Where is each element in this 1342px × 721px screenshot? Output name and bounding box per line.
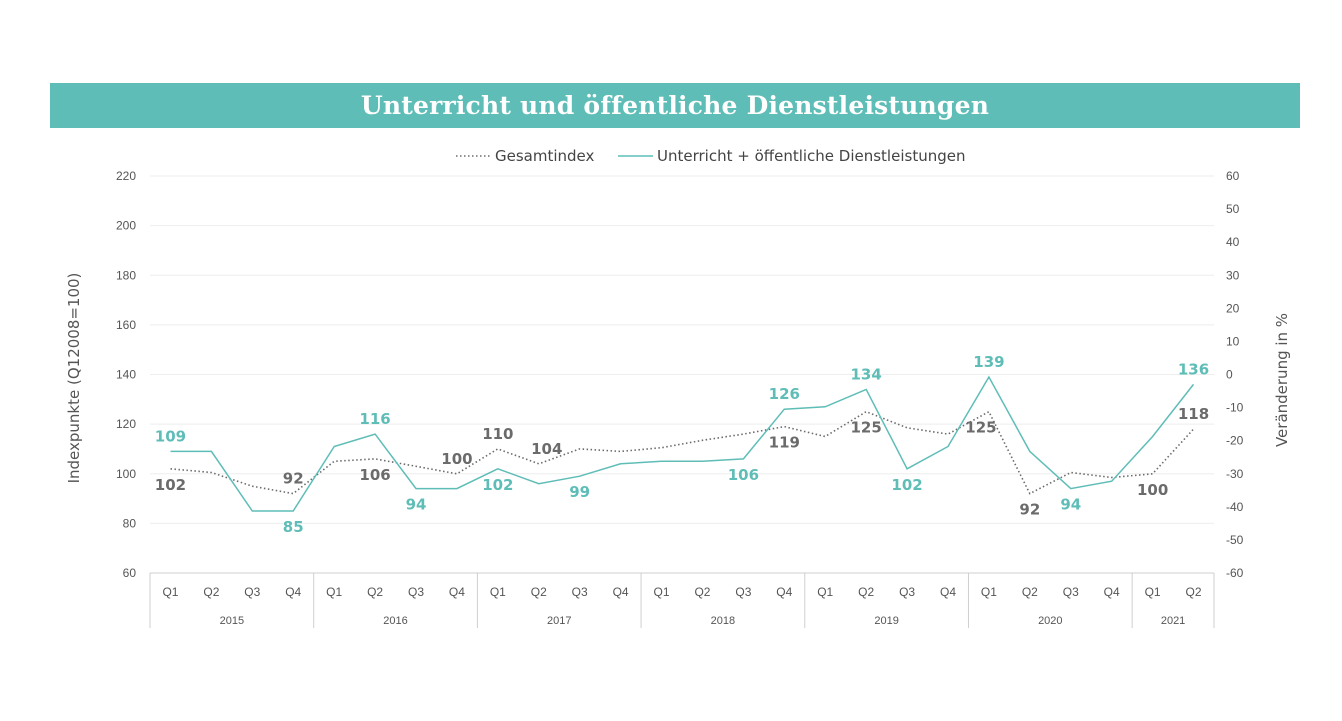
x-tick-label: Q1 (1145, 585, 1161, 599)
chart-title: Unterricht und öffentliche Dienstleistun… (360, 91, 990, 120)
data-label: 118 (1178, 405, 1209, 423)
x-tick-label: Q1 (326, 585, 342, 599)
x-tick-label: Q3 (572, 585, 588, 599)
y-tick-label: 200 (116, 219, 136, 233)
data-label: 119 (769, 434, 800, 452)
y-axis-left: 220 200 180 160 140 120 100 80 60 (116, 169, 136, 580)
x-tick-label: Q2 (1186, 585, 1202, 599)
y2-tick-label: -30 (1226, 467, 1244, 481)
series-line-gesamtindex (170, 410, 1195, 495)
x-tick-label: Q1 (162, 585, 178, 599)
data-label: 94 (1060, 496, 1081, 514)
data-label: 85 (283, 518, 304, 536)
x-tick-label: Q4 (613, 585, 629, 599)
data-label: 102 (891, 476, 922, 494)
x-tick-label: Q3 (1063, 585, 1079, 599)
x-tick-label: Q4 (449, 585, 465, 599)
y2-axis-title: Veränderung in % (1273, 313, 1291, 447)
data-label: 104 (531, 440, 562, 458)
x-year-label: 2016 (383, 615, 407, 627)
x-tick-label: Q4 (285, 585, 301, 599)
x-year-label: 2020 (1038, 615, 1062, 627)
data-label: 100 (1137, 481, 1168, 499)
x-tick-label: Q3 (735, 585, 751, 599)
data-label: 110 (482, 425, 513, 443)
data-label: 92 (1019, 501, 1040, 519)
x-tick-label: Q4 (940, 585, 956, 599)
legend: Gesamtindex Unterricht + öffentliche Die… (456, 147, 965, 165)
x-tick-label: Q2 (858, 585, 874, 599)
data-label: 100 (441, 450, 472, 468)
y2-tick-label: 20 (1226, 301, 1240, 315)
x-tick-label: Q3 (244, 585, 260, 599)
data-label: 94 (406, 496, 427, 514)
y2-tick-label: 10 (1226, 334, 1240, 348)
x-year-label: 2017 (547, 615, 571, 627)
data-label: 134 (850, 365, 881, 383)
y-tick-label: 180 (116, 268, 136, 282)
data-labels: 102 92 106 100 110 104 119 125 125 92 100 118 109 85 1… (155, 353, 1209, 536)
data-label: 126 (769, 385, 800, 403)
y-tick-label: 60 (123, 566, 137, 580)
x-tick-label: Q2 (367, 585, 383, 599)
data-label: 99 (569, 483, 590, 501)
y-tick-label: 140 (116, 368, 136, 382)
y2-tick-label: -10 (1226, 401, 1244, 415)
x-tick-label: Q3 (899, 585, 915, 599)
x-year-label: 2021 (1161, 615, 1185, 627)
legend-label-gesamtindex: Gesamtindex (495, 147, 595, 165)
y2-tick-label: 40 (1226, 235, 1240, 249)
y2-tick-label: -40 (1226, 500, 1244, 514)
x-axis: Q1 Q2 Q3 Q4 Q1 Q2 Q3 Q4 Q1 Q2 Q3 Q4 Q1 Q2 Q3 Q4 Q1 Q2 Q3 Q4… (149, 572, 1215, 628)
x-tick-label: Q2 (203, 585, 219, 599)
data-label: 125 (965, 419, 996, 437)
data-label: 109 (155, 427, 186, 445)
x-tick-label: Q2 (694, 585, 710, 599)
x-year-label: 2019 (874, 615, 898, 627)
y2-tick-label: -20 (1226, 434, 1244, 448)
data-label: 136 (1178, 360, 1209, 378)
y2-tick-label: 50 (1226, 202, 1240, 216)
title-banner: Unterricht und öffentliche Dienstleistun… (50, 83, 1300, 128)
x-year-label: 2018 (711, 615, 735, 627)
x-tick-label: Q3 (408, 585, 424, 599)
y2-tick-label: -50 (1226, 533, 1244, 547)
y-tick-label: 80 (123, 516, 137, 530)
data-label: 106 (728, 466, 759, 484)
x-tick-label: Q2 (531, 585, 547, 599)
x-tick-label: Q1 (490, 585, 506, 599)
x-tick-label: Q4 (1104, 585, 1120, 599)
y-tick-label: 220 (116, 169, 136, 183)
x-tick-label: Q4 (776, 585, 792, 599)
legend-label-sector: Unterricht + öffentliche Dienstleistunge… (657, 147, 965, 165)
y-tick-label: 160 (116, 318, 136, 332)
series-line-sector (170, 375, 1195, 512)
y2-tick-label: 30 (1226, 268, 1240, 282)
data-label: 106 (359, 466, 390, 484)
x-year-label: 2015 (220, 615, 244, 627)
data-label: 102 (482, 476, 513, 494)
x-tick-label: Q1 (654, 585, 670, 599)
data-label: 125 (850, 419, 881, 437)
data-label: 116 (359, 410, 390, 428)
y2-tick-label: 60 (1226, 169, 1240, 183)
y2-tick-label: 0 (1226, 368, 1233, 382)
y-axis-title: Indexpunkte (Q12008=100) (65, 273, 83, 484)
y-axis-right: 60 50 40 30 20 10 0 -10 -20 -30 -40 -50 -60 (1226, 169, 1244, 580)
data-label: 139 (973, 353, 1004, 371)
x-tick-label: Q1 (981, 585, 997, 599)
data-label: 92 (283, 470, 304, 488)
series-lines (170, 375, 1195, 512)
y-tick-label: 120 (116, 417, 136, 431)
y-tick-label: 100 (116, 467, 136, 481)
grid (150, 175, 1214, 574)
x-tick-label: Q2 (1022, 585, 1038, 599)
x-tick-label: Q1 (817, 585, 833, 599)
data-label: 102 (155, 476, 186, 494)
y2-tick-label: -60 (1226, 566, 1244, 580)
